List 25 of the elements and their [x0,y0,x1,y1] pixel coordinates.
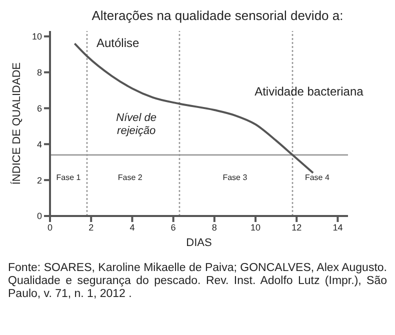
source-note: Fonte: SOARES, Karoline Mikaelle de Paiva; GONCALVES, Alex Augusto. Qualidade e segurança do pescado. Rev. Inst. Adolfo Lutz (Impr.), São Paulo, v. 71, n. 1, 2012 . [8,262,387,301]
annotation: Fase 2 [118,173,143,182]
x-tick-label: 8 [212,222,217,232]
annotation: Autólise [96,36,140,50]
x-tick-label: 6 [170,222,176,232]
y-tick-label: 10 [32,32,42,42]
x-tick-label: 10 [250,222,261,232]
x-tick-label: 2 [88,222,94,232]
annotation: Fase 1 [56,173,82,182]
y-tick-label: 2 [36,175,42,186]
x-tick-label: 4 [130,222,135,232]
x-tick-label: 0 [47,222,53,232]
annotation: Fase 4 [304,173,330,182]
y-tick-label: 8 [36,68,42,78]
y-tick-label: 6 [36,103,42,114]
y-axis-title: ÍNDICE DE QUALIDADE [10,62,23,185]
x-tick-label: 14 [332,222,343,232]
y-tick-label: 4 [36,139,42,150]
chart-title: Alterações na qualidade sensorial devido a: [90,8,344,23]
x-axis-title: DIAS [186,237,212,249]
annotation: Atividade bacteriana [254,84,364,99]
y-tick-label: 0 [36,211,42,222]
annotation: Fase 3 [222,173,248,182]
x-tick-label: 12 [292,222,302,232]
annotation: Nível de rejeição [116,112,156,137]
